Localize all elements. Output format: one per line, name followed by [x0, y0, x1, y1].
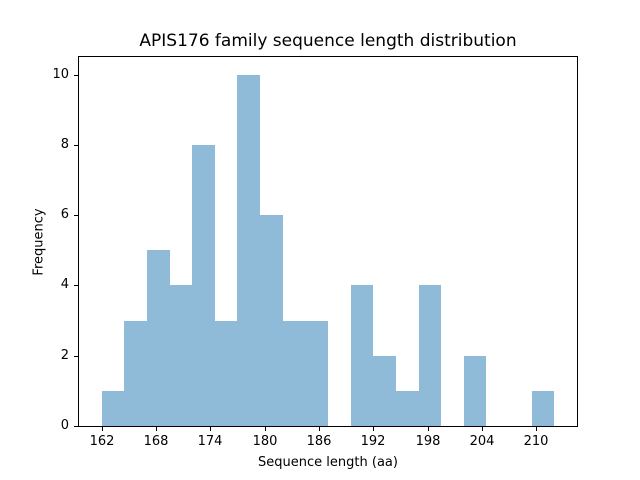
- histogram-bar: [305, 321, 328, 426]
- x-tick-label: 180: [252, 434, 278, 449]
- histogram-bar: [124, 321, 147, 426]
- x-tick-label: 204: [469, 434, 495, 449]
- x-tick-label: 168: [143, 434, 169, 449]
- histogram-bar: [147, 250, 170, 426]
- histogram-bar: [464, 356, 486, 426]
- histogram-bar: [532, 391, 554, 426]
- y-tick-label: 10: [52, 67, 69, 82]
- y-tick-mark: [74, 145, 78, 146]
- histogram-bar: [170, 285, 192, 426]
- histogram-bar: [419, 285, 441, 426]
- y-tick-mark: [74, 75, 78, 76]
- x-tick-mark: [319, 427, 320, 431]
- x-axis-label: Sequence length (aa): [258, 455, 398, 470]
- y-tick-mark: [74, 426, 78, 427]
- chart-title: APIS176 family sequence length distribut…: [139, 31, 517, 51]
- histogram-bar: [396, 391, 419, 426]
- y-tick-mark: [74, 285, 78, 286]
- histogram-bar: [351, 285, 373, 426]
- histogram-bar: [260, 215, 283, 426]
- x-tick-mark: [156, 427, 157, 431]
- y-tick-mark: [74, 356, 78, 357]
- x-tick-label: 186: [306, 434, 332, 449]
- y-tick-mark: [74, 215, 78, 216]
- histogram-bar: [237, 75, 260, 426]
- x-tick-label: 192: [360, 434, 386, 449]
- x-tick-mark: [265, 427, 266, 431]
- plot-area: [78, 56, 578, 427]
- x-tick-mark: [428, 427, 429, 431]
- histogram-bar: [192, 145, 215, 426]
- y-tick-label: 8: [60, 137, 69, 152]
- y-tick-label: 6: [60, 207, 69, 222]
- x-tick-mark: [102, 427, 103, 431]
- y-tick-label: 2: [60, 348, 69, 363]
- y-tick-label: 0: [60, 418, 69, 433]
- x-tick-mark: [536, 427, 537, 431]
- x-tick-mark: [373, 427, 374, 431]
- y-tick-label: 4: [60, 277, 69, 292]
- x-tick-mark: [482, 427, 483, 431]
- histogram-bar: [102, 391, 124, 426]
- x-tick-label: 162: [89, 434, 115, 449]
- x-tick-mark: [210, 427, 211, 431]
- x-tick-label: 174: [197, 434, 223, 449]
- histogram-bar: [373, 356, 396, 426]
- histogram-bar: [283, 321, 305, 426]
- x-tick-label: 198: [415, 434, 441, 449]
- histogram-bar: [215, 321, 237, 426]
- x-tick-label: 210: [523, 434, 549, 449]
